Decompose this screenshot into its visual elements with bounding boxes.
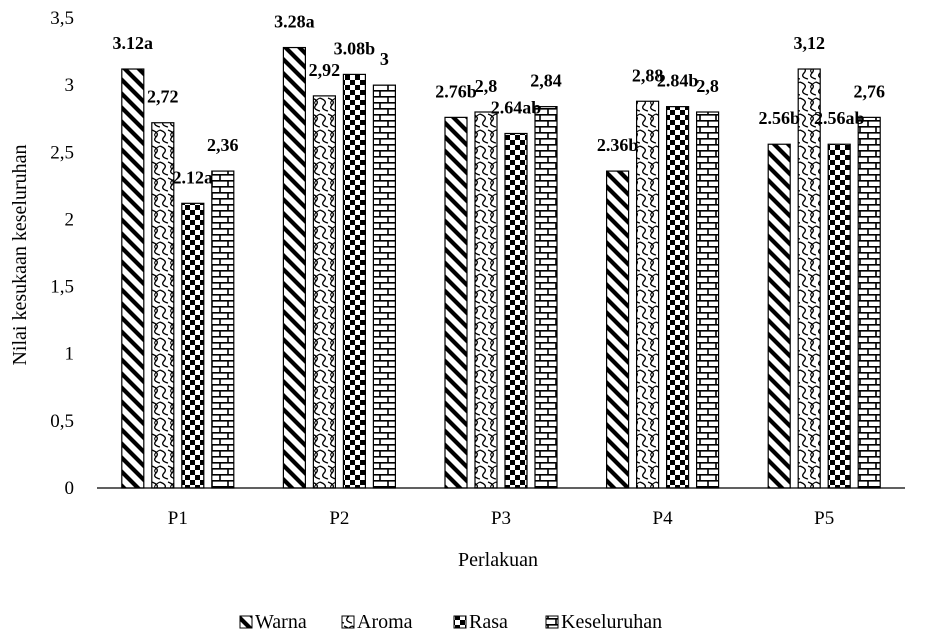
x-tick-label-p4: P4 <box>653 508 674 529</box>
y-tick-label: 3,5 <box>50 8 74 29</box>
bar-aroma-p1 <box>151 122 175 489</box>
data-label-keseluruhan-p5: 2,76 <box>853 81 885 101</box>
y-tick-label: 0 <box>65 478 75 499</box>
data-label-warna-p4: 2.36b <box>597 135 639 155</box>
bar-rasa-p1 <box>181 202 205 489</box>
bar-rasa-p5 <box>827 143 851 489</box>
x-tick-label-p5: P5 <box>814 508 834 529</box>
data-label-keseluruhan-p4: 2,8 <box>696 76 719 96</box>
bar-aroma-p4 <box>635 100 660 489</box>
data-label-aroma-p2: 2,92 <box>309 60 341 80</box>
bar-aroma-p2 <box>312 95 336 489</box>
x-axis-title: Perlakuan <box>458 549 538 571</box>
y-axis-ticks: 0 0,5 1 1,5 2 2,5 3 3,5 <box>50 8 74 499</box>
y-tick-label: 2 <box>65 209 75 230</box>
data-label-aroma-p3: 2,8 <box>475 76 498 96</box>
bar-keseluruhan-p4 <box>695 111 720 489</box>
x-axis-ticks: P1 P2 P3 P4 P5 <box>168 508 834 529</box>
legend-label-rasa: Rasa <box>469 611 508 633</box>
data-label-keseluruhan-p2: 3 <box>380 49 389 69</box>
legend-label-warna: Warna <box>255 611 307 633</box>
data-label-rasa-p3: 2.64ab <box>491 97 542 117</box>
y-tick-label: 1,5 <box>50 277 74 298</box>
bar-aroma-p3 <box>474 111 498 489</box>
bar-rasa-p4 <box>665 106 690 489</box>
y-tick-label: 1 <box>65 344 75 365</box>
bar-rasa-p3 <box>504 132 528 489</box>
data-label-rasa-p2: 3.08b <box>334 38 376 58</box>
data-label-rasa-p4: 2.84b <box>657 71 699 91</box>
bar-warna-p1 <box>121 68 145 489</box>
bar-warna-p4 <box>605 170 630 489</box>
data-label-warna-p5: 2.56b <box>758 108 800 128</box>
x-tick-label-p2: P2 <box>329 508 349 529</box>
y-tick-label: 2,5 <box>50 142 74 163</box>
data-label-aroma-p4: 2,88 <box>632 65 664 85</box>
x-tick-label-p3: P3 <box>491 508 511 529</box>
legend-label-keseluruhan: Keseluruhan <box>561 611 662 633</box>
y-axis-title: Nilai kesukaan keseluruhan <box>9 144 31 365</box>
legend-swatch-rasa <box>453 615 467 629</box>
y-tick-label: 0,5 <box>50 411 74 432</box>
data-label-keseluruhan-p1: 2,36 <box>207 135 239 155</box>
legend-swatch-warna <box>239 615 253 629</box>
bar-keseluruhan-p3 <box>534 106 558 489</box>
legend-label-aroma: Aroma <box>357 611 413 633</box>
data-label-rasa-p1: 2.12a <box>173 167 214 187</box>
bar-keseluruhan-p1 <box>211 170 235 489</box>
bar-keseluruhan-p5 <box>857 116 881 489</box>
bar-rasa-p2 <box>342 73 366 489</box>
bar-warna-p2 <box>282 46 306 489</box>
x-tick-label-p1: P1 <box>168 508 188 529</box>
legend-swatch-keseluruhan <box>545 615 559 629</box>
data-label-aroma-p5: 3,12 <box>793 33 825 53</box>
bar-aroma-p5 <box>797 68 821 489</box>
data-label-warna-p1: 3.12a <box>113 33 154 53</box>
legend: Warna Aroma Rasa Keseluruhan <box>239 611 662 633</box>
data-labels-group: 3.12a2,722.12a2,363.28a2,923.08b32.76b2,… <box>113 12 885 188</box>
data-label-warna-p3: 2.76b <box>435 81 477 101</box>
data-label-warna-p2: 3.28a <box>274 12 315 32</box>
bar-keseluruhan-p2 <box>372 84 396 489</box>
legend-swatch-aroma <box>341 615 355 629</box>
data-label-rasa-p5: 2.56ab <box>814 108 865 128</box>
data-label-keseluruhan-p3: 2,84 <box>530 71 562 91</box>
bar-warna-p5 <box>767 143 791 489</box>
bars-group <box>121 46 881 489</box>
data-label-aroma-p1: 2,72 <box>147 87 179 107</box>
bar-warna-p3 <box>444 116 468 489</box>
y-tick-label: 3 <box>65 75 75 96</box>
